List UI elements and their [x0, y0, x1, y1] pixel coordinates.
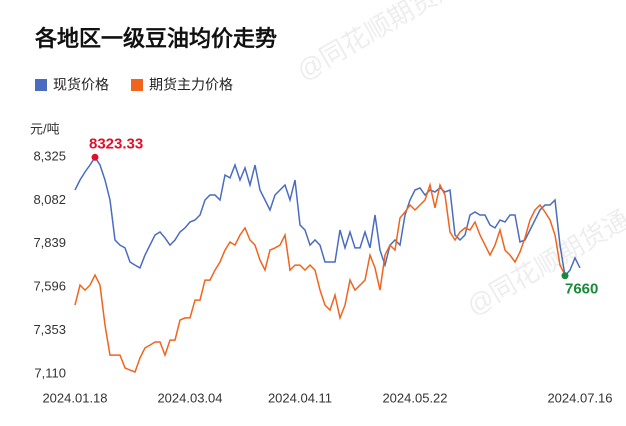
x-tick-label: 2024.05.22 [382, 390, 447, 405]
legend-swatch [131, 79, 143, 91]
y-tick-label: 7,839 [33, 235, 66, 250]
legend-label: 期货主力价格 [149, 77, 233, 93]
series-line [74, 182, 566, 373]
x-tick-label: 2024.07.16 [547, 390, 612, 405]
y-tick-label: 7,596 [33, 279, 66, 294]
y-tick-label: 8,082 [33, 192, 66, 207]
series-line [74, 155, 581, 278]
label-point [91, 153, 99, 161]
legend-swatch [35, 79, 47, 91]
y-tick-label: 7,353 [33, 322, 66, 337]
y-axis-label: 元/吨 [30, 121, 60, 136]
x-tick-label: 2024.01.18 [42, 390, 107, 405]
y-tick-label: 7,110 [34, 365, 66, 380]
label-point [561, 272, 569, 280]
x-tick-label: 2024.04.11 [268, 390, 332, 405]
watermark: @同花顺期货通 [461, 204, 626, 321]
chart-title: 各地区一级豆油均价走势 [34, 26, 277, 51]
data-label: 8323.33 [89, 135, 143, 152]
x-tick-label: 2024.03.04 [157, 390, 222, 405]
data-label: 7660 [565, 281, 598, 298]
y-tick-label: 8,325 [33, 148, 66, 163]
watermark: @同花顺期货通 [291, 0, 464, 86]
legend-label: 现货价格 [53, 77, 109, 93]
